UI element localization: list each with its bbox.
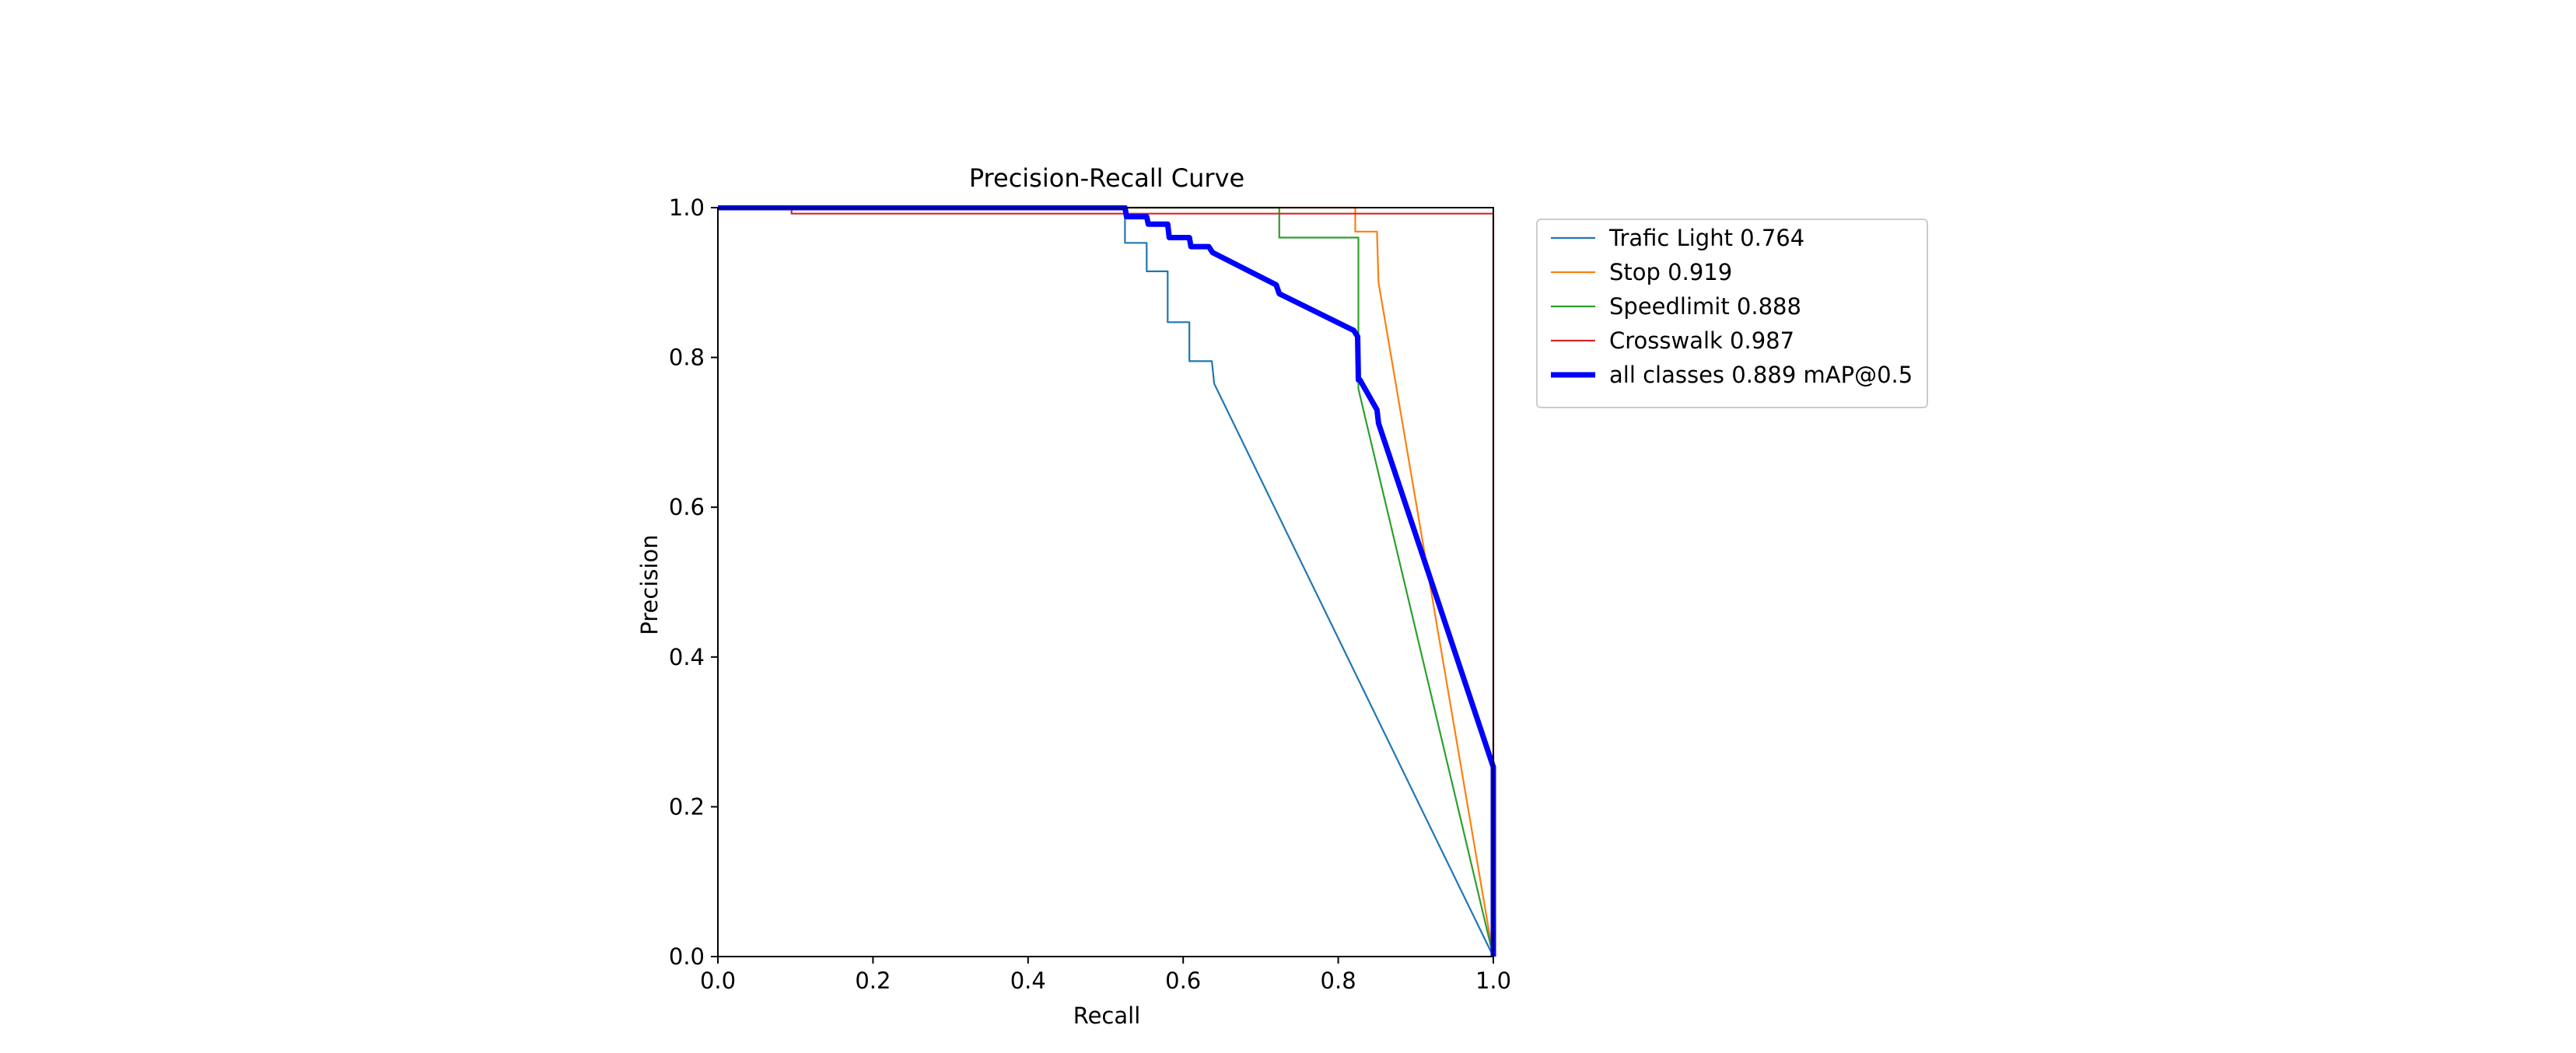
legend-box xyxy=(1536,219,1928,408)
x-tick-label-0: 0.0 xyxy=(700,967,736,994)
y-tick-label-4: 0.8 xyxy=(669,345,705,371)
legend-label-0: Trafic Light 0.764 xyxy=(1608,225,1804,251)
legend-label-3: Crosswalk 0.987 xyxy=(1609,327,1794,354)
legend: Trafic Light 0.764 Stop 0.919 Speedlimit 0… xyxy=(1536,219,1928,408)
y-tick-label-2: 0.4 xyxy=(669,644,705,670)
y-tick-label-0: 0.0 xyxy=(669,943,705,970)
x-tick-label-2: 0.4 xyxy=(1010,967,1046,994)
series-line-1 xyxy=(718,206,1495,957)
y-axis-label: Precision xyxy=(636,534,663,635)
x-axis-label: Recall xyxy=(1073,1002,1141,1029)
legend-label-2: Speedlimit 0.888 xyxy=(1609,293,1801,320)
legend-label-1: Stop 0.919 xyxy=(1609,259,1732,285)
series-line-3 xyxy=(718,206,1495,957)
x-tick-label-4: 0.8 xyxy=(1321,967,1356,994)
x-tick-label-3: 0.6 xyxy=(1165,967,1201,994)
plot-area xyxy=(718,205,1496,957)
series-line-4 xyxy=(718,205,1496,957)
x-tick-label-1: 0.2 xyxy=(855,967,891,994)
y-tick-label-3: 0.6 xyxy=(669,494,705,520)
x-tick-label-5: 1.0 xyxy=(1475,967,1511,994)
chart-title: Precision-Recall Curve xyxy=(969,163,1244,193)
plot-frame xyxy=(717,207,1494,957)
series-line-0 xyxy=(718,206,1494,957)
axes: 0.0 0.2 0.4 0.6 0.8 1.0 0.0 0.2 0.4 0.6 0.8 1.0 xyxy=(669,194,1511,994)
legend-label-4: all classes 0.889 mAP@0.5 xyxy=(1609,362,1913,388)
y-tick-label-1: 0.2 xyxy=(669,793,705,820)
series-line-2 xyxy=(718,206,1495,957)
y-tick-label-5: 1.0 xyxy=(669,194,705,221)
